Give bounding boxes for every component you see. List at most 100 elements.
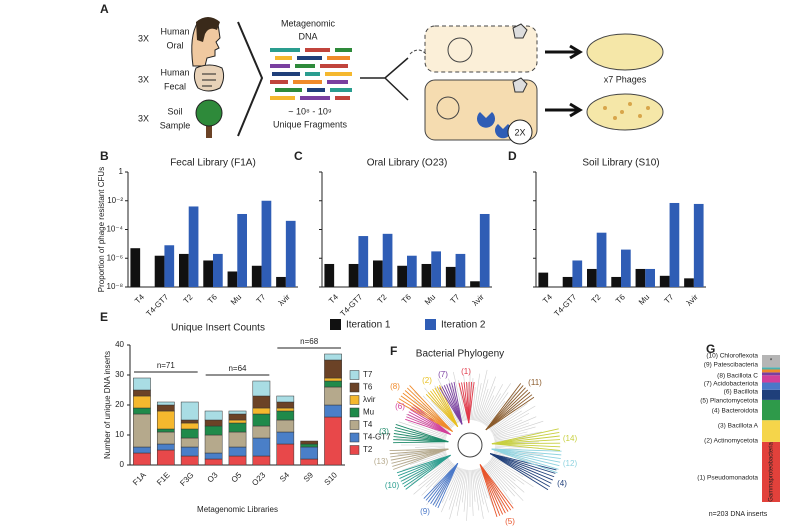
tree-branch bbox=[411, 428, 446, 439]
bar-segment bbox=[156, 443, 175, 451]
segment-label: * bbox=[770, 359, 773, 365]
x-tick-label: λvir bbox=[685, 292, 700, 307]
clade-branch bbox=[485, 387, 526, 431]
column-segment bbox=[762, 441, 780, 502]
clade-branch bbox=[479, 464, 512, 511]
clade-branch bbox=[407, 413, 451, 435]
source-count: 3X bbox=[138, 74, 149, 84]
tree-branch bbox=[453, 371, 465, 421]
tree-branch bbox=[494, 426, 536, 439]
dish bbox=[586, 33, 664, 71]
tree-branch bbox=[470, 469, 474, 516]
bar bbox=[407, 255, 417, 287]
bar-segment bbox=[180, 422, 199, 430]
legend-swatch bbox=[349, 395, 360, 405]
clade-branch bbox=[491, 448, 558, 474]
annotation: n=71 bbox=[157, 361, 176, 370]
fragment-label: ~ 10⁸ - 10⁹ bbox=[288, 106, 332, 116]
tree-branch bbox=[415, 445, 446, 448]
tree-branch bbox=[489, 460, 516, 482]
clade-branch bbox=[490, 453, 556, 474]
clade-branch bbox=[393, 436, 449, 443]
tree-branch bbox=[492, 416, 537, 436]
tree-branch bbox=[491, 405, 536, 433]
clade-label: (10) bbox=[385, 481, 400, 490]
clade-branch bbox=[485, 385, 524, 431]
clade-label: (7) bbox=[438, 370, 448, 379]
bar bbox=[373, 260, 383, 287]
source-label: Fecal bbox=[164, 81, 186, 91]
bar bbox=[587, 268, 597, 287]
bar-segment bbox=[324, 416, 342, 466]
bar bbox=[562, 276, 573, 287]
protein bbox=[477, 112, 511, 139]
bar-segment bbox=[228, 422, 247, 433]
clade-label: (9) bbox=[420, 507, 430, 516]
bar-segment bbox=[180, 437, 199, 448]
bar-segment bbox=[133, 389, 151, 397]
hair-icon bbox=[196, 17, 220, 42]
clade-branch bbox=[391, 448, 449, 464]
tree-branch bbox=[437, 378, 460, 423]
legend-swatch bbox=[425, 319, 436, 330]
clade-branch bbox=[491, 448, 561, 463]
bracket bbox=[237, 21, 264, 137]
bar bbox=[479, 213, 490, 287]
bar-segment bbox=[252, 425, 271, 439]
cell-top bbox=[424, 25, 538, 73]
tree-branch bbox=[485, 401, 506, 426]
bar-segment bbox=[228, 431, 247, 448]
bar-segment bbox=[180, 455, 199, 466]
bar-segment bbox=[133, 446, 151, 454]
clade-branch bbox=[427, 462, 459, 503]
bar-segment bbox=[324, 386, 342, 406]
clade-branch bbox=[398, 454, 451, 477]
dish bbox=[586, 93, 664, 131]
clade-branch bbox=[402, 454, 451, 485]
legend-swatch bbox=[349, 370, 360, 380]
bar bbox=[669, 202, 680, 287]
annotation: n=64 bbox=[228, 364, 247, 373]
clade-branch bbox=[491, 439, 561, 445]
tree-branch bbox=[441, 467, 460, 503]
legend-swatch bbox=[349, 420, 360, 430]
x-tick-label: T2 bbox=[590, 292, 603, 305]
clade-branch bbox=[485, 383, 522, 431]
clade-branch bbox=[406, 416, 451, 435]
bar-segment bbox=[228, 419, 247, 424]
bar bbox=[684, 278, 694, 287]
bar-segment bbox=[276, 401, 295, 409]
bar bbox=[611, 276, 621, 287]
clade-branch bbox=[390, 448, 449, 461]
chart-title: Unique Insert Counts bbox=[171, 323, 265, 334]
clade-branch bbox=[479, 464, 514, 509]
bar-segment bbox=[204, 410, 223, 421]
legend-label: T7 bbox=[363, 370, 373, 379]
x-tick-label: T7 bbox=[663, 292, 676, 305]
panel-letter: F bbox=[390, 344, 397, 358]
clade-label: (5) bbox=[505, 517, 515, 526]
panel-letter: A bbox=[100, 2, 109, 16]
category-label: (4) Bacteroidota bbox=[712, 408, 759, 415]
tree-branch bbox=[484, 465, 514, 505]
clade-branch bbox=[405, 454, 451, 490]
panel-title: Fecal Library (F1A) bbox=[170, 158, 256, 169]
source-label: Human bbox=[160, 26, 189, 36]
bar bbox=[251, 265, 262, 287]
clade-branch bbox=[437, 463, 459, 509]
bar-segment bbox=[228, 446, 247, 457]
panel-title: Oral Library (O23) bbox=[367, 158, 448, 169]
source-label: Oral bbox=[166, 40, 183, 50]
x-tick-label: O3 bbox=[206, 470, 220, 484]
clade-branch bbox=[468, 381, 475, 424]
legend-swatch bbox=[349, 445, 360, 455]
x-tick-label: T7 bbox=[449, 292, 462, 305]
clade-branch bbox=[390, 448, 449, 458]
clade-label: (13) bbox=[374, 457, 389, 466]
clade-branch bbox=[399, 454, 451, 479]
column-segment bbox=[762, 399, 780, 421]
bar-segment bbox=[204, 434, 223, 454]
panel-letter: B bbox=[100, 149, 109, 163]
x-tick-label: λvir bbox=[277, 292, 292, 307]
legend-label: Iteration 1 bbox=[346, 320, 391, 331]
